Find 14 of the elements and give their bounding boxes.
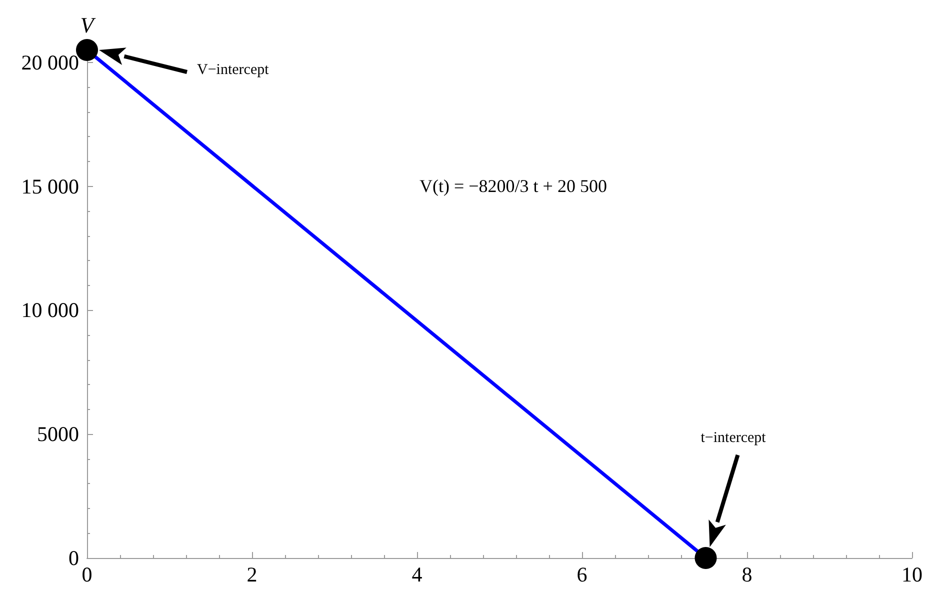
- y-tick-label: 20 000: [21, 50, 79, 74]
- x-tick-label: 8: [742, 562, 752, 586]
- x-tick-label: 10: [902, 562, 922, 586]
- x-tick-label: 6: [576, 562, 588, 586]
- y-tick-label: 5000: [37, 422, 79, 446]
- annotation: V−intercept: [197, 62, 269, 79]
- y-tick-label: 10 000: [21, 298, 79, 322]
- annotation: t−intercept: [700, 430, 766, 447]
- y-axis-title: V: [80, 12, 96, 38]
- y-tick-label: 0: [68, 546, 79, 570]
- x-tick-label: 4: [412, 562, 423, 586]
- x-tick-label: 2: [246, 562, 258, 586]
- y-tick-label: 15 000: [21, 174, 79, 198]
- annotation: V(t) = −8200/3 t + 20 500: [420, 176, 607, 197]
